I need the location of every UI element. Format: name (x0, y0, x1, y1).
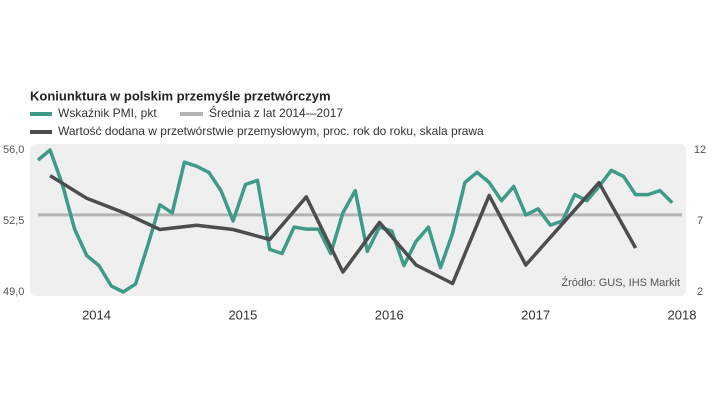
legend-label: Średnia z lat 2014-–2017 (209, 105, 343, 120)
y-tick-label: 49,0 (3, 286, 24, 298)
y-tick-label: 52,5 (3, 215, 24, 227)
x-tick-label: 2014 (82, 307, 111, 322)
series-line (36, 148, 674, 294)
y2-tick-label: 12 (694, 144, 706, 156)
y2-tick-label: 7 (697, 215, 703, 227)
y-tick-label: 56,0 (3, 144, 24, 156)
legend-label: Wskaźnik PMI, pkt (58, 106, 157, 120)
plot-background (30, 144, 686, 296)
x-tick-label: 2016 (375, 307, 404, 322)
chart-title: Koniunktura w polskim przemyśle przetwór… (30, 88, 331, 103)
series-line (49, 174, 638, 286)
x-tick-label: 2015 (228, 307, 257, 322)
x-tick-label: 2017 (521, 307, 550, 322)
source: Źródło: GUS, IHS Markit (561, 276, 680, 289)
x-tick-label: 2018 (668, 307, 697, 322)
y2-tick-label: 2 (697, 286, 703, 298)
legend-label: Wartość dodana w przetwórstwie przemysło… (58, 124, 484, 138)
